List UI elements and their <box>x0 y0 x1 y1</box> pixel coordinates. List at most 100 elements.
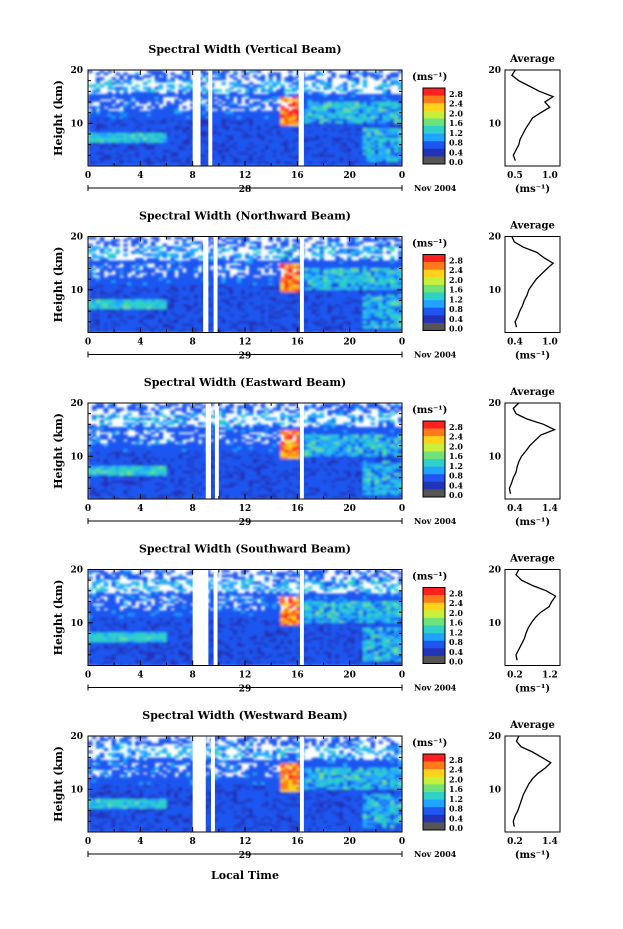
heatmap-cell <box>135 149 140 153</box>
heatmap-cell <box>115 106 120 109</box>
heatmap-cell <box>237 313 242 317</box>
heatmap-cell <box>350 158 356 162</box>
heatmap-cell <box>123 279 128 283</box>
heatmap-cell <box>91 89 97 93</box>
heatmap-cell <box>123 270 128 274</box>
heatmap-cell <box>362 137 368 141</box>
heatmap-cell <box>88 270 93 274</box>
heatmap-cell <box>331 282 336 286</box>
x-tick-label: 8 <box>190 171 196 181</box>
heatmap-cell <box>115 274 120 278</box>
heatmap-cell <box>142 298 148 302</box>
heatmap-cell <box>343 289 348 293</box>
heatmap-cell <box>252 260 258 264</box>
heatmap-cell <box>146 70 152 73</box>
heatmap-cell <box>182 308 187 312</box>
heatmap-cell <box>284 125 289 129</box>
heatmap-cell <box>182 122 187 126</box>
heatmap-cell <box>327 106 332 109</box>
heatmap-cell <box>362 284 368 288</box>
heatmap-cell <box>252 146 258 150</box>
heatmap-cell <box>378 286 383 290</box>
heatmap-cell <box>311 163 317 166</box>
heatmap-cell <box>319 279 325 283</box>
heatmap-cell <box>174 106 179 109</box>
heatmap-cell <box>280 86 285 90</box>
heatmap-cell <box>256 115 262 119</box>
heatmap-cell <box>186 79 191 83</box>
heatmap-cell <box>248 149 254 153</box>
heatmap-cell <box>150 327 156 331</box>
heatmap-cell <box>390 161 395 165</box>
heatmap-cell <box>343 308 348 312</box>
heatmap-cell <box>307 262 313 266</box>
heatmap-cell <box>343 144 348 148</box>
heatmap-cell <box>394 313 399 317</box>
heatmap-cell <box>264 120 270 124</box>
heatmap-cell <box>382 282 387 286</box>
heatmap-cell <box>323 106 329 109</box>
heatmap-cell <box>272 320 277 324</box>
heatmap-cell <box>233 282 238 286</box>
heatmap-cell <box>394 82 399 85</box>
heatmap-cell <box>390 286 395 290</box>
heatmap-cell <box>150 158 156 162</box>
heatmap-cell <box>284 315 289 319</box>
heatmap-cell <box>331 125 336 129</box>
heatmap-cell <box>343 132 348 136</box>
heatmap-cell <box>276 270 281 274</box>
heatmap-cell <box>158 137 164 141</box>
heatmap-cell <box>91 308 97 312</box>
heatmap-cell <box>95 137 101 141</box>
heatmap-cell <box>350 265 356 269</box>
heatmap-cell <box>315 308 321 312</box>
heatmap-cell <box>319 296 325 300</box>
heatmap-cell <box>268 301 274 305</box>
heatmap-cell <box>99 306 105 310</box>
heatmap-cell <box>280 284 285 288</box>
heatmap-cell <box>119 163 124 166</box>
heatmap-cell <box>103 122 109 126</box>
heatmap-cell <box>390 298 395 302</box>
heatmap-cell <box>331 272 336 276</box>
heatmap-cell <box>225 103 230 107</box>
heatmap-cell <box>166 108 172 112</box>
heatmap-cell <box>103 325 109 329</box>
heatmap-cell <box>366 301 372 305</box>
heatmap-cell <box>233 151 238 155</box>
heatmap-cell <box>264 158 270 162</box>
heatmap-cell <box>339 137 344 141</box>
heatmap-cell <box>237 156 242 160</box>
heatmap-cell <box>119 103 124 107</box>
heatmap-cell <box>115 120 120 124</box>
heatmap-cell <box>323 298 329 302</box>
heatmap-cell <box>390 303 395 307</box>
heatmap-cell <box>374 72 380 76</box>
heatmap-cell <box>366 272 372 276</box>
heatmap-cell <box>260 115 266 119</box>
heatmap-cell <box>127 144 132 148</box>
heatmap-cell <box>131 110 136 114</box>
heatmap-cell <box>378 284 383 288</box>
heatmap-cell <box>292 306 297 310</box>
heatmap-cell <box>170 86 175 90</box>
heatmap-cell <box>103 310 109 314</box>
heatmap-cell <box>139 260 144 264</box>
heatmap-cell <box>292 282 297 286</box>
heatmap-cell <box>237 265 242 269</box>
heatmap-cell <box>166 125 172 129</box>
heatmap-cell <box>335 301 340 305</box>
heatmap-cell <box>288 77 293 81</box>
heatmap-cell <box>382 156 387 160</box>
heatmap-cell <box>260 306 266 310</box>
heatmap-cell <box>260 260 266 264</box>
heatmap-cell <box>327 139 332 143</box>
heatmap-cell <box>162 77 168 81</box>
heatmap-cell <box>272 260 277 264</box>
heatmap-cell <box>150 108 156 112</box>
heatmap-cell <box>154 70 160 73</box>
heatmap-cell <box>123 79 128 83</box>
heatmap-cell <box>233 127 238 131</box>
heatmap-cell <box>354 130 360 133</box>
heatmap-cell <box>139 308 144 312</box>
